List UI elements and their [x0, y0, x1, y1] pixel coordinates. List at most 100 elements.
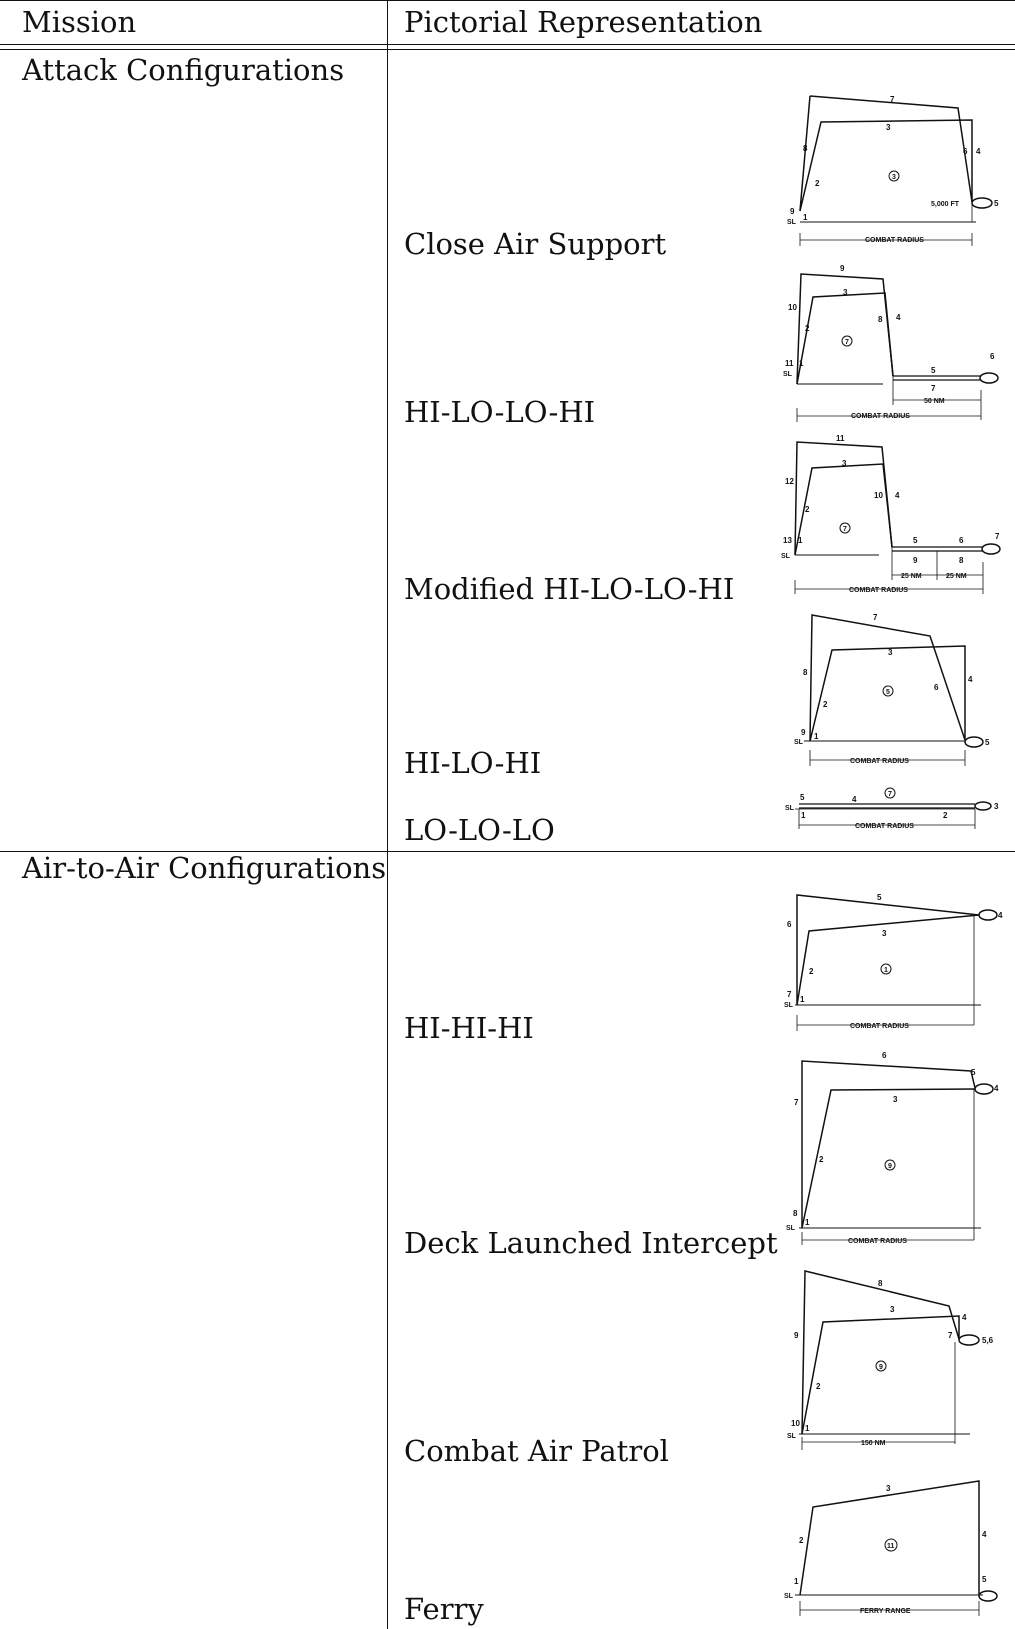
span-label: COMBAT RADIUS: [848, 1238, 907, 1245]
phase-count-circle: [841, 335, 853, 347]
altitude-label: 5,000 FT: [931, 201, 960, 208]
flight-path: [809, 95, 973, 203]
sea-level-label: SL: [784, 1593, 794, 1600]
point-label: 4: [998, 911, 1003, 920]
point-label: 1: [803, 213, 808, 222]
close-air-support-profile-diagram: 7 3 8 6 4 2 9 1 5 3 SL 5,000 FT COMBAT R…: [787, 95, 999, 246]
point-label: 5: [877, 893, 882, 902]
point-label: 1: [799, 359, 804, 368]
phase-count-label: 7: [845, 339, 849, 346]
point-label: 7: [948, 1331, 953, 1340]
point-label: 4: [896, 313, 901, 322]
sea-level-label: SL: [784, 1002, 794, 1009]
point-label: 3: [888, 648, 893, 657]
point-label: 2: [815, 179, 820, 188]
mission-label: Ferry: [404, 1592, 484, 1626]
phase-count-circle: [880, 963, 892, 975]
point-label: 7: [787, 990, 792, 999]
point-label: 11: [785, 359, 794, 368]
point-label: 8: [793, 1209, 798, 1218]
point-label: 7: [873, 613, 878, 622]
header-rule-1: [0, 44, 1015, 45]
point-label: 5: [985, 738, 990, 747]
point-label: 9: [840, 264, 845, 273]
point-label: 2: [816, 1382, 821, 1391]
loiter-symbol: [978, 909, 998, 921]
flight-path: [801, 1060, 976, 1228]
point-label: 2: [805, 505, 810, 514]
point-label: 13: [783, 536, 792, 545]
flight-path: [796, 894, 980, 1006]
point-label: 2: [819, 1155, 824, 1164]
span-label: COMBAT RADIUS: [851, 413, 910, 420]
span-label: COMBAT RADIUS: [855, 823, 914, 830]
point-label: 9: [790, 207, 795, 216]
hi-hi-hi-profile-diagram: 5 4 6 3 2 7 1 1 SL COMBAT RADIUS: [784, 893, 1003, 1031]
flight-path: [801, 1315, 960, 1435]
flight-path: [809, 614, 966, 742]
point-label: 5: [800, 793, 805, 802]
point-label: 9: [794, 1331, 799, 1340]
point-label: 2: [823, 700, 828, 709]
sub-span-label: 50 NM: [924, 398, 945, 405]
point-label: 1: [805, 1218, 810, 1227]
point-label: 6: [990, 352, 995, 361]
point-label: 6: [934, 683, 939, 692]
mission-label: Combat Air Patrol: [404, 1434, 669, 1468]
lo-lo-lo-profile-diagram: 5 4 1 2 3 7 SL COMBAT RADIUS: [785, 787, 999, 830]
flight-path: [801, 1088, 976, 1229]
flight-path: [799, 95, 811, 212]
point-label: 3: [886, 123, 891, 132]
sea-level-label: SL: [787, 1433, 797, 1440]
point-label: 4: [962, 1313, 967, 1322]
point-label: 3: [843, 288, 848, 297]
section-air-to-air-title: Air-to-Air Configurations: [22, 851, 387, 885]
header-mission: Mission: [22, 5, 137, 39]
sub-span-label: 25 NM: [901, 573, 922, 580]
point-label: 4: [976, 147, 981, 156]
point-label: 8: [959, 556, 964, 565]
phase-count-circle: [882, 685, 894, 697]
phase-count-circle: [875, 1360, 887, 1372]
point-label: 10: [788, 303, 797, 312]
point-label: 8: [878, 1279, 883, 1288]
point-label: 3: [842, 459, 847, 468]
modified-hi-lo-lo-hi-profile-diagram: 11 3 12 10 4 2 13 1 5 6 7 9 8 7 SL 25 NM…: [781, 434, 1001, 594]
point-label: 6: [963, 147, 968, 156]
flight-path: [809, 645, 966, 742]
flight-path: [794, 463, 893, 556]
point-label: 2: [799, 1536, 804, 1545]
span-label: COMBAT RADIUS: [850, 1023, 909, 1030]
phase-count-circle: [884, 1538, 898, 1552]
mission-label: LO-LO-LO: [404, 813, 555, 847]
span-label: FERRY RANGE: [860, 1608, 911, 1615]
point-label: 7: [995, 532, 1000, 541]
sea-level-label: SL: [787, 219, 797, 226]
phase-count-label: 7: [843, 526, 847, 533]
point-label: 8: [878, 315, 883, 324]
point-label: 5: [982, 1575, 987, 1584]
phase-count-label: 9: [888, 1163, 892, 1170]
point-label: 3: [882, 929, 887, 938]
point-label: 4: [895, 491, 900, 500]
column-divider: [387, 0, 388, 1629]
point-label: 8: [803, 668, 808, 677]
ferry-profile-diagram: 3 2 4 1 5 11 SL FERRY RANGE: [784, 1480, 998, 1616]
point-label: 1: [801, 811, 806, 820]
point-label: 4: [982, 1530, 987, 1539]
loiter-symbol: [964, 736, 984, 748]
deck-launched-intercept-profile-diagram: 6 5 4 7 3 2 8 1 9 SL COMBAT RADIUS: [786, 1051, 999, 1245]
table-top-rule: [0, 0, 1015, 1]
sea-level-label: SL: [785, 805, 795, 812]
flight-path: [801, 1270, 960, 1435]
point-label: 6: [882, 1051, 887, 1060]
mission-label: HI-HI-HI: [404, 1011, 534, 1045]
point-label: 4: [994, 1084, 999, 1093]
point-label: 2: [805, 324, 810, 333]
point-label: 5: [913, 536, 918, 545]
loiter-symbol: [981, 543, 1001, 555]
point-label: 7: [794, 1098, 799, 1107]
point-label: 5,6: [982, 1336, 994, 1345]
phase-count-circle: [884, 1159, 896, 1171]
phase-count-circle: [839, 522, 851, 534]
